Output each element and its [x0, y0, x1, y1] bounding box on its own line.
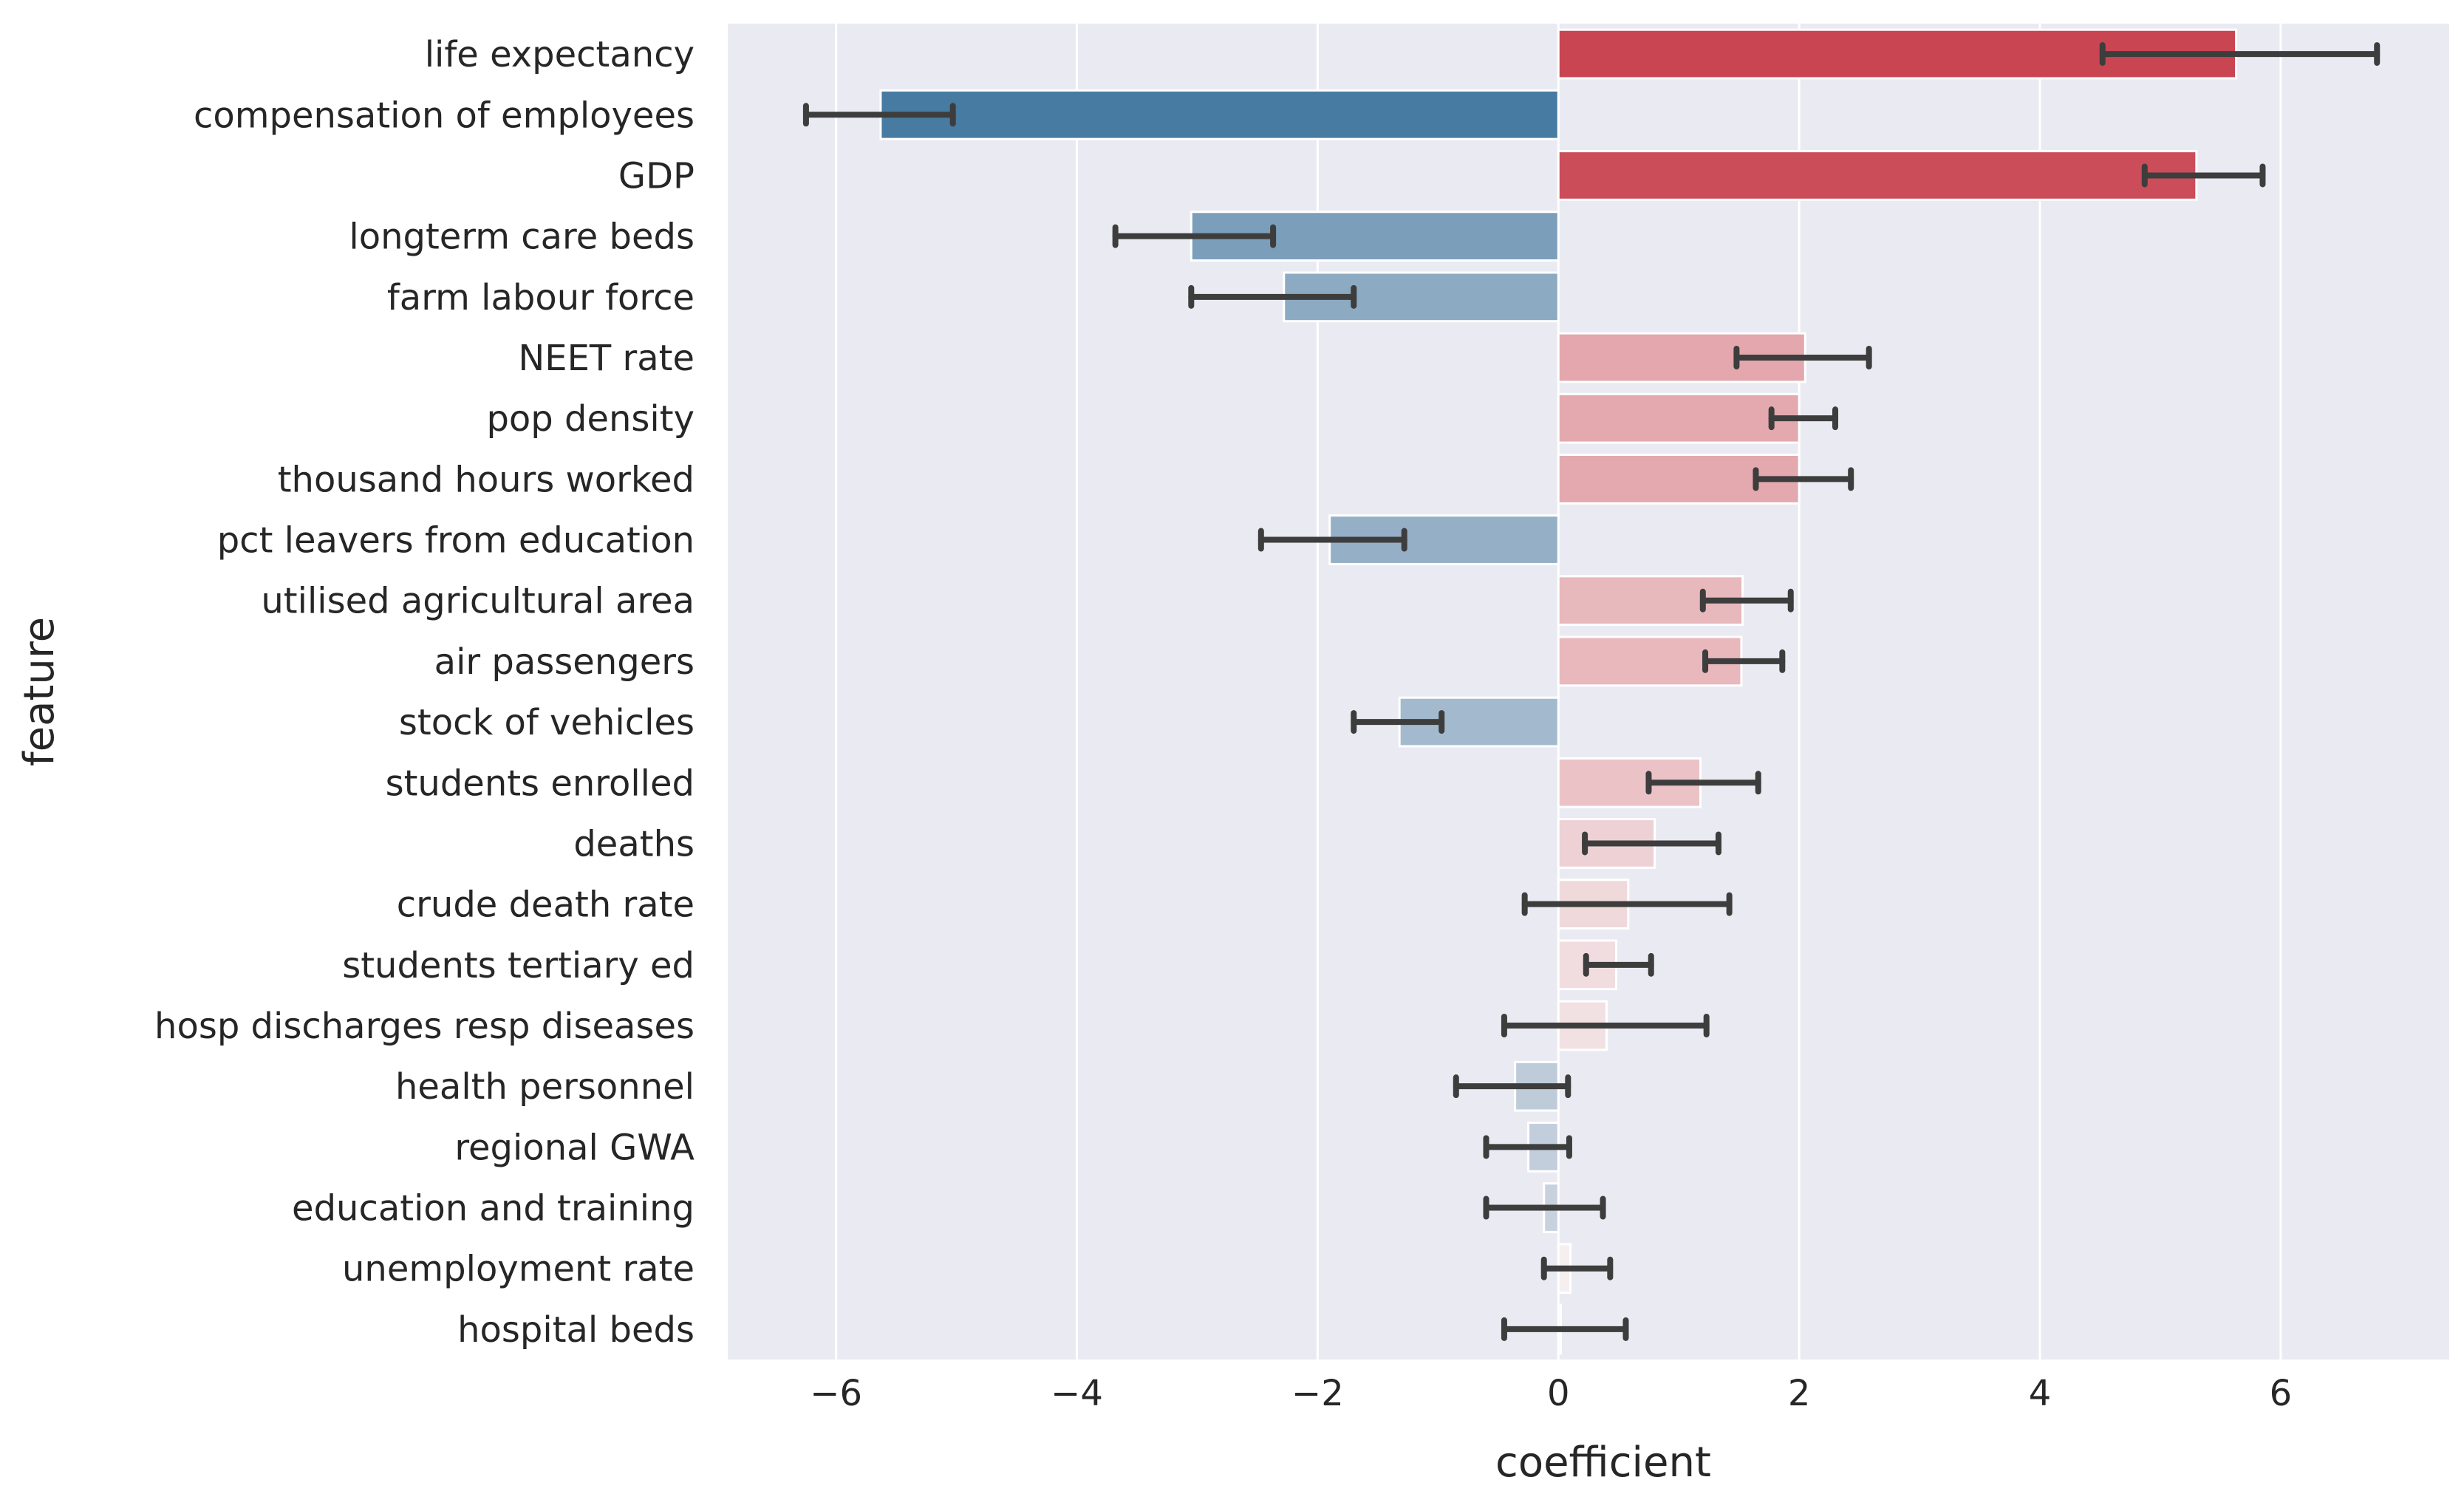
- y-tick-label: utilised agricultural area: [261, 581, 695, 622]
- y-tick-label: NEET rate: [518, 338, 695, 379]
- y-tick-label: stock of vehicles: [399, 702, 695, 743]
- error-bars: [802, 42, 2381, 1341]
- x-tick-label: 2: [1788, 1373, 1811, 1414]
- bar: [1398, 696, 1560, 748]
- x-tick-label: −6: [810, 1373, 862, 1414]
- y-tick-label: unemployment rate: [342, 1249, 695, 1290]
- y-tick-label: life expectancy: [425, 34, 695, 75]
- bar: [1557, 757, 1702, 808]
- y-tick-label: hosp discharges resp diseases: [154, 1006, 695, 1047]
- bar: [1557, 150, 2198, 201]
- bars: [879, 28, 2238, 1355]
- y-tick-label: regional GWA: [454, 1127, 695, 1168]
- y-tick-label: health personnel: [395, 1066, 695, 1108]
- y-tick-label: longterm care beds: [349, 216, 695, 258]
- y-tick-label: students tertiary ed: [342, 945, 695, 986]
- x-tick-label: 6: [2270, 1373, 2293, 1414]
- bar: [879, 89, 1560, 140]
- x-tick-label: −4: [1051, 1373, 1103, 1414]
- y-tick-label: pop density: [486, 398, 695, 440]
- x-tick-label: 4: [2029, 1373, 2052, 1414]
- x-axis-title: coefficient: [1495, 1439, 1711, 1487]
- x-tick-label: 0: [1547, 1373, 1570, 1414]
- plot-background: [728, 24, 2449, 1360]
- y-tick-label: crude death rate: [397, 884, 695, 926]
- y-tick-label: deaths: [573, 823, 695, 864]
- y-tick-label: hospital beds: [457, 1309, 695, 1351]
- y-tick-labels: life expectancy compensation of employees…: [154, 34, 695, 1351]
- bar: [1557, 392, 1801, 444]
- y-tick-label: farm labour force: [387, 277, 695, 318]
- y-tick-label: thousand hours worked: [278, 459, 695, 500]
- y-tick-label: air passengers: [434, 641, 695, 683]
- y-tick-label: education and training: [292, 1188, 695, 1229]
- x-tick-label: −2: [1291, 1373, 1344, 1414]
- y-axis-title: feature: [16, 617, 64, 766]
- y-tick-label: compensation of employees: [194, 95, 695, 136]
- y-tick-label: GDP: [618, 155, 695, 197]
- x-tick-labels: −6 −4 −2 0 2 4 6: [810, 1373, 2292, 1414]
- y-tick-label: pct leavers from education: [217, 520, 695, 562]
- y-tick-label: students enrolled: [386, 763, 695, 804]
